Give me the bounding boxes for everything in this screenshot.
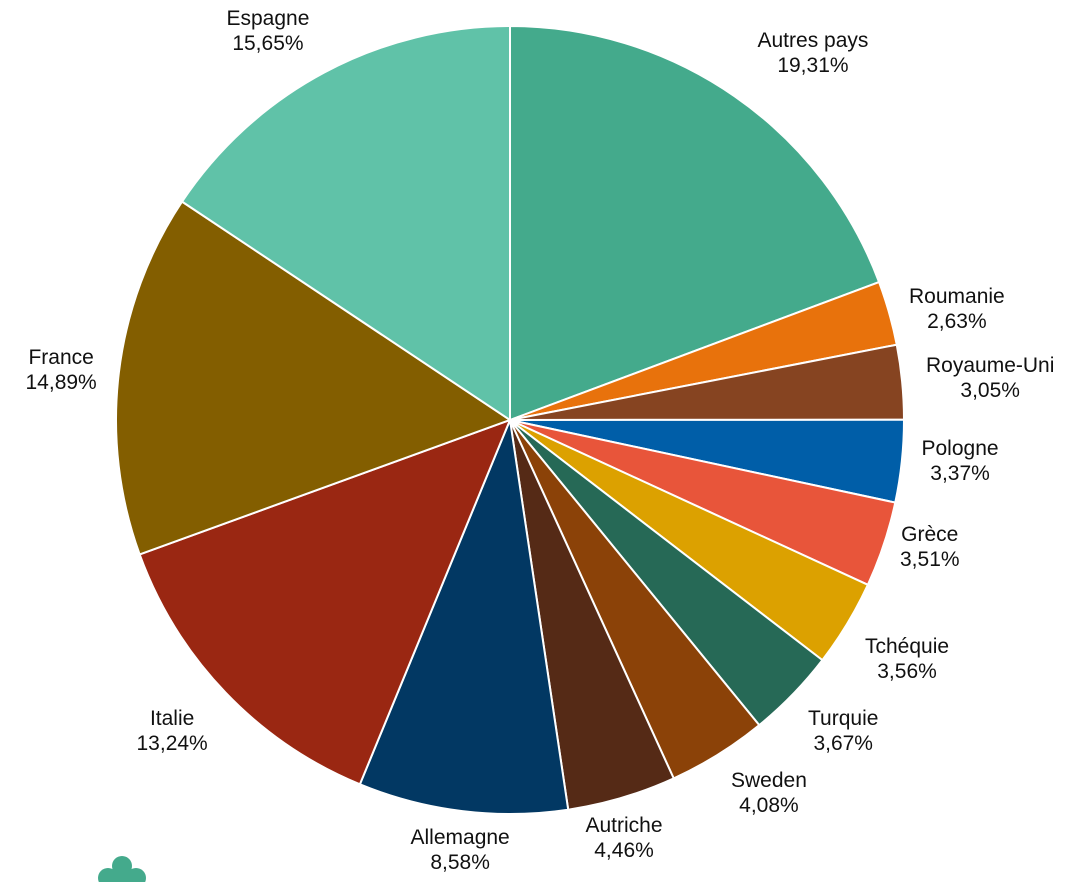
- slice-label: Grèce 3,51%: [900, 522, 960, 572]
- slice-percent: 3,05%: [960, 379, 1020, 402]
- slice-label: Autres pays 19,31%: [758, 28, 869, 78]
- slice-name: Grèce: [901, 523, 959, 546]
- slice-name: Italie: [149, 707, 195, 730]
- pie-slice-italie: [138, 419, 511, 786]
- slice-label: Espagne 15,65%: [227, 6, 310, 56]
- slice-name: Autriche: [585, 814, 663, 837]
- slice-name: Turquie: [808, 707, 879, 730]
- slice-label: Turquie 3,67%: [808, 706, 878, 756]
- slice-name: Allemagne: [410, 826, 510, 849]
- slice-label: Sweden 4,08%: [731, 768, 807, 818]
- pie-slice-allemagne: [358, 419, 570, 815]
- pie-slice-autres-pays: [509, 25, 881, 421]
- tree-logo-icon: [98, 856, 146, 882]
- slice-label: Tchéquie 3,56%: [865, 634, 949, 684]
- slice-percent: 2,63%: [927, 310, 987, 333]
- slice-label: Allemagne 8,58%: [411, 825, 510, 875]
- slice-percent: 3,51%: [900, 548, 960, 571]
- slice-name: Pologne: [921, 437, 999, 460]
- slice-percent: 13,24%: [136, 732, 208, 755]
- slice-percent: 19,31%: [777, 54, 849, 77]
- slice-label: Royaume-Uni 3,05%: [926, 353, 1054, 403]
- slice-percent: 4,08%: [739, 794, 799, 817]
- slice-label: Italie 13,24%: [137, 706, 208, 756]
- slice-percent: 8,58%: [430, 851, 490, 874]
- slice-percent: 3,67%: [813, 732, 873, 755]
- slice-name: Tchéquie: [865, 635, 950, 658]
- slice-percent: 3,37%: [930, 462, 990, 485]
- pie-slice-espagne: [181, 25, 511, 421]
- slice-label: Autriche 4,46%: [586, 813, 663, 863]
- slice-name: Roumanie: [909, 285, 1005, 308]
- slice-label: Roumanie 2,63%: [909, 284, 1005, 334]
- slice-percent: 3,56%: [877, 660, 937, 683]
- slice-percent: 4,46%: [594, 839, 654, 862]
- slice-label: Pologne 3,37%: [922, 436, 999, 486]
- slice-name: Espagne: [226, 7, 310, 30]
- slice-percent: 15,65%: [232, 32, 304, 55]
- slice-percent: 14,89%: [25, 371, 97, 394]
- slice-name: Autres pays: [757, 29, 869, 52]
- pie-slices: [115, 25, 906, 815]
- slice-name: Sweden: [731, 769, 807, 792]
- pie-slice-france: [115, 200, 511, 556]
- slice-label: France 14,89%: [26, 345, 97, 395]
- slice-name: France: [28, 346, 94, 369]
- slice-name: Royaume-Uni: [926, 354, 1055, 377]
